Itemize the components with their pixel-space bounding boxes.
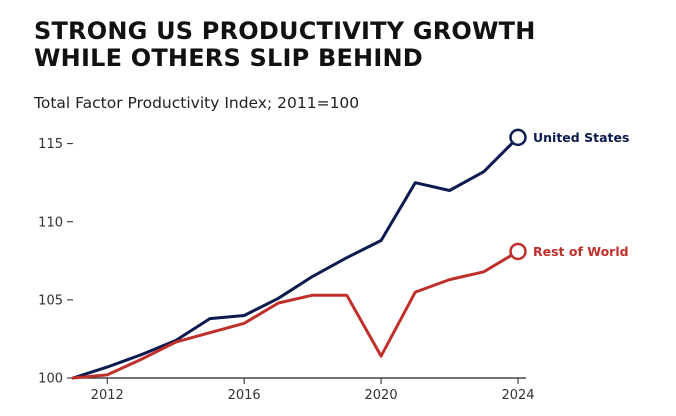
- y-tick-label: 115: [38, 137, 63, 152]
- x-tick-label: 2020: [365, 388, 398, 403]
- x-tick-label: 2024: [501, 388, 534, 403]
- chart-title-line-2: WHILE OTHERS SLIP BEHIND: [34, 44, 423, 72]
- chart-subtitle: Total Factor Productivity Index; 2011=10…: [34, 94, 360, 112]
- y-tick-label: 110: [38, 215, 63, 230]
- series-label-1: Rest of World: [533, 244, 629, 259]
- series-line-1: [71, 249, 520, 380]
- y-tick-label: 105: [38, 293, 63, 308]
- series-end-marker-0: [509, 128, 527, 147]
- y-tick-label: 100: [38, 372, 63, 387]
- chart-title: STRONG US PRODUCTIVITY GROWTH WHILE OTHE…: [34, 18, 536, 72]
- x-tick-label: 2012: [91, 388, 124, 403]
- series-label-0: United States: [533, 130, 629, 145]
- x-tick-label: 2016: [228, 388, 261, 403]
- series-end-marker-1: [509, 242, 527, 261]
- chart-title-line-1: STRONG US PRODUCTIVITY GROWTH: [34, 17, 536, 45]
- series-line-0: [71, 135, 520, 380]
